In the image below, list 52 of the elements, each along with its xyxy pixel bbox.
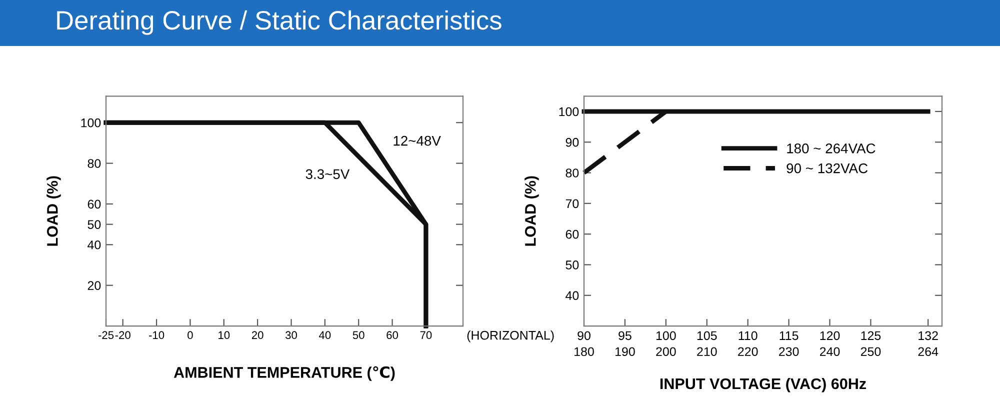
y-tick-label: 70 (566, 199, 579, 208)
legend-label: 90 ~ 132VAC (786, 163, 868, 174)
x-tick-label: 125 (861, 331, 881, 340)
x-axis-title: AMBIENT TEMPERATURE (℃) (174, 366, 395, 381)
x-tick-label: 90 (578, 331, 590, 340)
legend-label: 180 ~ 264VAC (787, 144, 876, 154)
y-tick-label: 100 (559, 107, 579, 116)
y-tick-label: 50 (566, 260, 579, 270)
series-label: 12~48V (394, 136, 441, 146)
x-tick-label: 60 (386, 331, 398, 340)
x-tick-label: 115 (780, 331, 798, 340)
y-tick-label: 20 (88, 281, 101, 290)
x-tick-label: 50 (352, 331, 364, 340)
x2-tick-label: 200 (656, 347, 676, 356)
x2-tick-label: 180 (574, 347, 594, 356)
y-tick-label: 50 (88, 220, 101, 229)
x-tick-label: 105 (697, 331, 717, 340)
x-tick-label: 132 (918, 331, 938, 340)
text: (HORIZONTAL) (467, 330, 554, 342)
x-tick-label: 95 (618, 331, 632, 340)
x-tick-label: 30 (285, 331, 297, 340)
x-tick-label: 70 (420, 331, 432, 340)
y-tick-label: 80 (88, 159, 101, 168)
x-tick-label: -25 (98, 331, 114, 340)
x2-tick-label: 190 (615, 347, 635, 356)
y-tick-label: 100 (81, 118, 101, 128)
y-axis-title: LOAD (%) (524, 176, 539, 246)
y-tick-label: 80 (566, 168, 579, 178)
x-tick-label: -20 (115, 331, 130, 340)
y-axis-title: LOAD (%) (46, 176, 61, 246)
y-tick-label: 40 (566, 291, 579, 300)
x-tick-label: 40 (318, 331, 331, 340)
x-tick-label: 10 (218, 331, 230, 340)
x-tick-label: -10 (148, 331, 164, 340)
x2-tick-label: 230 (779, 347, 799, 356)
x-axis-title: INPUT VOLTAGE (VAC) 60Hz (660, 378, 866, 392)
x2-tick-label: 250 (860, 347, 881, 356)
series-label: 3.3~5V (306, 169, 350, 180)
x-tick-label: 110 (738, 331, 758, 340)
chart-title: Derating Curve / Static Characteristics (57, 10, 502, 35)
x2-tick-label: 210 (697, 347, 717, 356)
y-tick-label: 40 (88, 240, 101, 250)
x-tick-label: 100 (656, 331, 676, 340)
y-tick-label: 60 (566, 230, 579, 239)
y-tick-label: 60 (88, 200, 101, 209)
x2-tick-label: 240 (820, 347, 840, 356)
x2-tick-label: 264 (918, 347, 938, 356)
x-tick-label: 0 (188, 331, 193, 340)
x-tick-label: 120 (820, 331, 840, 340)
x-tick-label: 20 (252, 331, 264, 340)
x2-tick-label: 220 (738, 347, 758, 356)
y-tick-label: 90 (566, 138, 579, 147)
